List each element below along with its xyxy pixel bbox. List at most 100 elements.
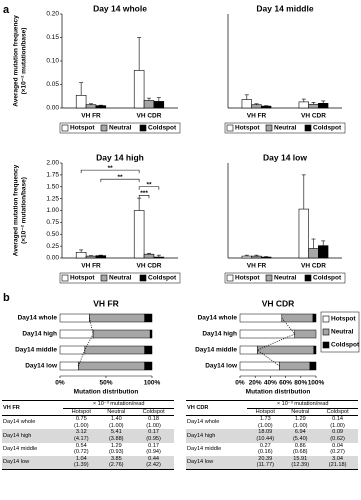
x-tick-label: VH FR bbox=[247, 113, 267, 120]
y-tick-label: 0.20 bbox=[46, 11, 59, 18]
bar bbox=[75, 95, 87, 109]
row-label: Day14 high bbox=[186, 429, 248, 443]
x-tick-label: VH CDR bbox=[137, 113, 162, 120]
bar-segment bbox=[59, 329, 94, 339]
y-tick-label: 0.00 bbox=[46, 255, 59, 262]
y-tick-label: Day14 high bbox=[22, 331, 57, 338]
y-axis-label: (×10⁻² mutation/base) bbox=[21, 177, 28, 244]
error-bar bbox=[244, 254, 249, 257]
row-label: Day14 whole bbox=[187, 419, 220, 426]
x-tick-label: 50% bbox=[99, 380, 112, 387]
bar bbox=[153, 101, 165, 109]
error-bar bbox=[137, 37, 142, 71]
legend-label: Neutral bbox=[331, 329, 354, 336]
y-tick-label: 0.75 bbox=[46, 219, 59, 226]
significance-label: ** bbox=[146, 181, 152, 188]
row-label: Day14 low bbox=[186, 455, 248, 470]
legend-swatch bbox=[304, 124, 312, 132]
y-tick-label: Day14 middle bbox=[195, 347, 237, 354]
chart-title: Day 14 middle bbox=[256, 3, 313, 13]
legend-label: Hotspot bbox=[235, 125, 260, 132]
legend-swatch bbox=[265, 274, 273, 282]
legend-swatch bbox=[139, 124, 147, 132]
x-tick-label: VH CDR bbox=[301, 263, 326, 270]
y-tick-label: 2.00 bbox=[46, 160, 59, 167]
cell-text: (11.77) bbox=[256, 462, 274, 469]
error-bar bbox=[301, 174, 306, 210]
chart-title: Day 14 whole bbox=[93, 3, 147, 13]
bar-segment bbox=[144, 361, 153, 371]
error-bar bbox=[244, 94, 249, 100]
table: VH CDR × 10⁻³ mutation/read Hotspot Neutral… bbox=[186, 399, 358, 470]
cell-text: (1.00) bbox=[292, 422, 308, 429]
hotspot-boundary-line bbox=[256, 317, 296, 367]
legend-box bbox=[224, 272, 346, 284]
legend-swatch bbox=[226, 124, 234, 132]
chart-title: Day 14 low bbox=[263, 152, 307, 162]
legend-label: Neutral bbox=[274, 275, 297, 282]
column-header: Neutral bbox=[99, 408, 134, 417]
bar bbox=[95, 105, 107, 109]
error-bar bbox=[89, 103, 93, 105]
table-cell: 5.41 (3.88) bbox=[99, 429, 134, 443]
legend-label: Neutral bbox=[109, 275, 132, 282]
table-corner: VH FR bbox=[2, 399, 64, 417]
table-corner: VH CDR bbox=[186, 399, 248, 417]
x-tick-label: 100% bbox=[308, 380, 325, 387]
table-cell: 3.85 (2.76) bbox=[99, 455, 134, 470]
x-axis-label: Mutation distribution bbox=[74, 389, 139, 396]
bar bbox=[298, 208, 309, 259]
table-cell: 6.94 (5.40) bbox=[283, 429, 318, 443]
table-cell: 0.04 (0.27) bbox=[317, 443, 358, 456]
legend-label: Coldspot bbox=[148, 275, 177, 282]
row-label: Day14 middle bbox=[3, 445, 38, 452]
cell-text: 0.75 bbox=[75, 416, 87, 423]
cell-text: 3.04 bbox=[332, 455, 344, 462]
cell-text: 0.09 bbox=[332, 429, 344, 436]
table-cell: 0.75 (1.00) bbox=[63, 416, 99, 430]
bar bbox=[251, 104, 262, 109]
cell-text: (0.27) bbox=[330, 449, 345, 456]
error-bar bbox=[137, 197, 142, 211]
legend-swatch bbox=[100, 274, 108, 282]
bar-segment bbox=[239, 361, 280, 371]
bar bbox=[318, 245, 329, 259]
legend-swatch bbox=[100, 124, 108, 132]
bar bbox=[143, 253, 155, 259]
cell-text: 6.94 bbox=[294, 429, 306, 436]
bar bbox=[318, 103, 329, 109]
bar-segment bbox=[78, 361, 145, 371]
y-tick-label: 0.25 bbox=[46, 243, 59, 250]
table-cell: 0.18 (1.00) bbox=[133, 416, 174, 430]
bar-segment bbox=[281, 313, 314, 323]
legend-swatch bbox=[265, 124, 273, 132]
bar-segment bbox=[313, 345, 317, 355]
bar-segment bbox=[59, 313, 90, 323]
column-header: Coldspot bbox=[317, 408, 358, 417]
legend-swatch bbox=[322, 328, 330, 336]
x-tick-label: VH CDR bbox=[137, 263, 162, 270]
cell-text: 0.14 bbox=[332, 416, 344, 423]
cell-text: 0.44 bbox=[148, 455, 160, 462]
bar-segment bbox=[239, 313, 283, 323]
bar bbox=[133, 210, 145, 259]
bar-segment bbox=[144, 345, 153, 355]
y-tick-label: 1.00 bbox=[46, 207, 59, 214]
cell-text: 0.04 bbox=[332, 442, 344, 449]
chart-title: VH FR bbox=[93, 298, 119, 308]
table-cell: 0.27 (0.16) bbox=[247, 443, 283, 456]
table-cell: 1.04 (1.39) bbox=[63, 455, 100, 470]
legend-box bbox=[59, 122, 181, 134]
legend-swatch bbox=[322, 341, 330, 349]
table-unit: × 10⁻³ mutation/read bbox=[63, 400, 174, 409]
y-tick-label: 0.00 bbox=[46, 105, 59, 112]
cell-text: 1.04 bbox=[75, 455, 87, 462]
cell-text: (12.39) bbox=[291, 462, 310, 469]
cell-text: (3.88) bbox=[108, 435, 124, 442]
cell-text: 1.40 bbox=[110, 416, 122, 423]
legend-label: Coldspot bbox=[331, 342, 360, 349]
x-tick-label: VH FR bbox=[247, 263, 267, 270]
x-tick-label: 0% bbox=[55, 380, 65, 387]
y-tick-label: Day14 low bbox=[205, 363, 238, 370]
